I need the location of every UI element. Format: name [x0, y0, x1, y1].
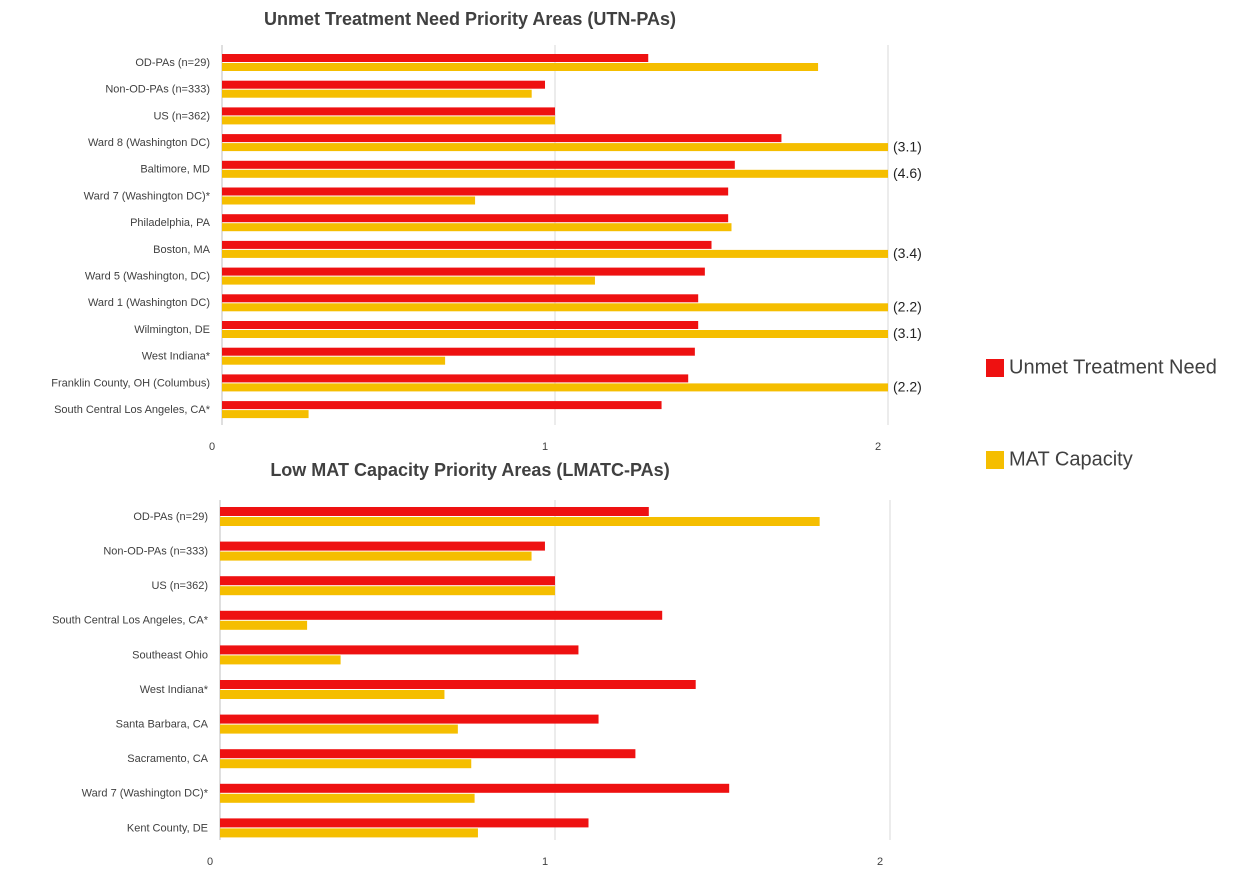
bar	[222, 276, 595, 285]
y-tick-label: Ward 1 (Washington DC)	[88, 297, 210, 309]
y-tick-label: Kent County, DE	[127, 822, 208, 834]
y-tick-label: Ward 8 (Washington DC)	[88, 137, 210, 149]
y-tick-label: West Indiana*	[140, 684, 209, 696]
bar	[220, 759, 472, 769]
bar	[222, 134, 782, 143]
bar	[222, 321, 699, 329]
bar	[222, 249, 888, 258]
bar	[222, 410, 309, 419]
legend-label: MAT Capacity	[1009, 448, 1133, 470]
y-tick-label: Franklin County, OH (Columbus)	[51, 377, 210, 389]
bar	[222, 347, 695, 356]
bar	[220, 783, 730, 793]
bar	[220, 690, 445, 699]
chart-title: Unmet Treatment Need Priority Areas (UTN…	[264, 9, 676, 29]
bar	[220, 576, 555, 586]
bar	[220, 749, 636, 759]
y-tick-label: Non-OD-PAs (n=333)	[105, 84, 210, 96]
y-tick-label: Ward 7 (Washington DC)*	[82, 788, 209, 800]
bar	[220, 793, 475, 803]
value-label: (2.2)	[893, 379, 922, 395]
bar	[220, 714, 599, 724]
y-tick-label: Ward 7 (Washington DC)*	[84, 190, 211, 202]
bar	[222, 80, 546, 89]
bar	[222, 107, 555, 116]
value-label: (3.4)	[893, 245, 922, 261]
bar	[220, 818, 589, 828]
bar	[222, 330, 888, 338]
bar	[220, 620, 308, 630]
bar	[220, 724, 458, 734]
x-tick-label: 1	[542, 856, 548, 868]
bar	[222, 116, 555, 125]
bar	[220, 655, 341, 665]
plot-area	[222, 54, 888, 419]
bar	[222, 89, 532, 98]
value-label: (4.6)	[893, 165, 922, 181]
bar	[222, 356, 446, 365]
x-tick-label: 1	[542, 441, 548, 453]
bar	[220, 551, 532, 561]
y-tick-label: South Central Los Angeles, CA*	[54, 404, 211, 416]
y-tick-label: OD-PAs (n=29)	[135, 57, 210, 69]
bar	[220, 680, 696, 689]
bar	[220, 586, 555, 596]
bar	[222, 214, 729, 223]
x-tick-label: 2	[877, 856, 883, 868]
bar	[222, 160, 735, 169]
bar	[222, 383, 888, 392]
bar	[222, 240, 712, 249]
bar	[222, 374, 689, 383]
legend-swatch	[986, 359, 1004, 377]
y-tick-label: Boston, MA	[153, 244, 211, 256]
bar	[222, 303, 888, 312]
x-tick-label: 2	[875, 441, 881, 453]
y-tick-label: Ward 5 (Washington, DC)	[85, 271, 210, 283]
bar	[220, 610, 663, 620]
y-tick-label: US (n=362)	[151, 580, 208, 592]
y-tick-label: US (n=362)	[153, 110, 210, 122]
bar	[222, 401, 662, 410]
bar	[222, 169, 888, 178]
bar	[220, 645, 579, 655]
legend-swatch	[986, 451, 1004, 469]
y-tick-label: Non-OD-PAs (n=333)	[103, 546, 208, 558]
y-tick-label: West Indiana*	[142, 351, 211, 363]
x-tick-label: 0	[207, 856, 213, 868]
y-tick-label: Santa Barbara, CA	[116, 719, 209, 731]
value-label: (3.1)	[893, 138, 922, 154]
bar	[222, 143, 888, 152]
bar	[222, 267, 705, 276]
bar	[222, 223, 732, 232]
x-tick-label: 0	[209, 441, 215, 453]
legend-label: Unmet Treatment Need	[1009, 356, 1217, 378]
bar	[222, 294, 699, 303]
y-tick-label: Philadelphia, PA	[130, 217, 211, 229]
y-tick-label: Wilmington, DE	[134, 324, 210, 336]
bar	[222, 187, 729, 196]
y-tick-label: South Central Los Angeles, CA*	[52, 615, 209, 627]
bar	[222, 54, 649, 62]
y-tick-label: Sacramento, CA	[127, 753, 208, 765]
bar	[220, 828, 478, 838]
value-label: (3.1)	[893, 325, 922, 341]
plot-area	[220, 507, 820, 838]
bar	[222, 196, 476, 205]
y-tick-label: Baltimore, MD	[140, 164, 210, 176]
value-label: (2.2)	[893, 299, 922, 315]
bar	[220, 541, 545, 551]
bar	[222, 63, 819, 71]
y-tick-label: OD-PAs (n=29)	[133, 511, 208, 523]
bar	[220, 507, 649, 516]
chart-title: Low MAT Capacity Priority Areas (LMATC-P…	[270, 460, 669, 480]
bar	[220, 517, 820, 526]
y-tick-label: Southeast Ohio	[132, 649, 208, 661]
